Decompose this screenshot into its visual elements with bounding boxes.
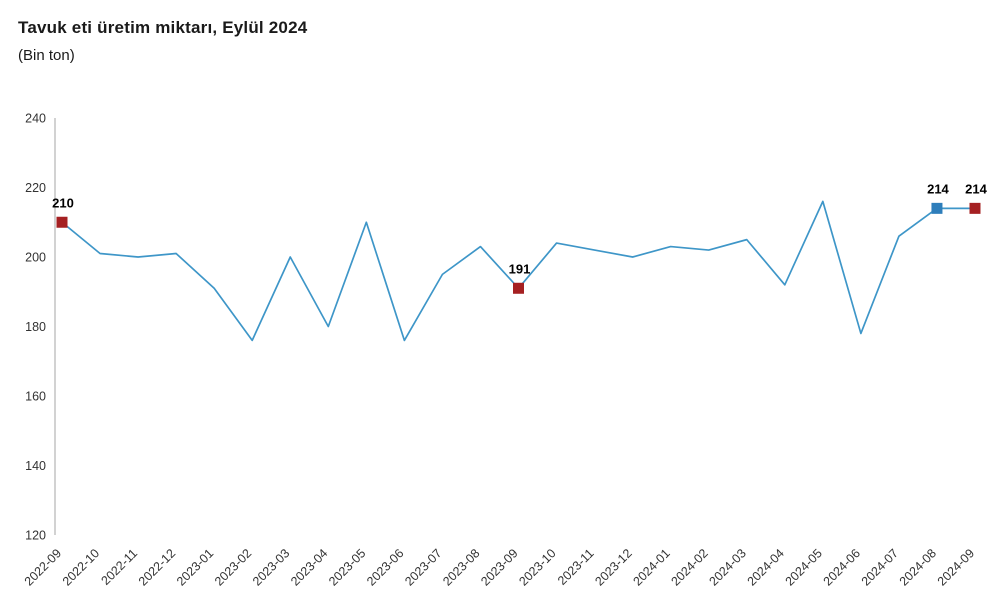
chart-header: Tavuk eti üretim miktarı, Eylül 2024 (Bi… <box>0 0 1004 90</box>
x-tick-label: 2023-10 <box>516 546 558 588</box>
marker-label: 191 <box>509 261 531 276</box>
marker <box>56 216 68 228</box>
marker <box>969 202 981 214</box>
x-tick-label: 2022-09 <box>22 546 64 588</box>
marker-label: 210 <box>52 195 74 210</box>
x-tick-label: 2024-02 <box>668 546 710 588</box>
x-tick-label: 2023-11 <box>555 546 597 588</box>
x-tick-label: 2024-04 <box>745 546 787 588</box>
x-tick-label: 2024-07 <box>859 546 901 588</box>
marker-label: 214 <box>927 181 949 196</box>
y-tick-label: 200 <box>25 251 46 265</box>
x-tick-label: 2023-04 <box>288 546 330 588</box>
y-tick-label: 240 <box>25 112 46 126</box>
x-tick-label: 2024-06 <box>821 546 863 588</box>
y-tick-label: 160 <box>25 390 46 404</box>
x-tick-label: 2023-06 <box>364 546 406 588</box>
x-tick-label: 2023-09 <box>478 546 520 588</box>
x-tick-label: 2023-07 <box>402 546 444 588</box>
y-tick-label: 120 <box>25 529 46 543</box>
x-tick-label: 2023-03 <box>250 546 292 588</box>
x-tick-label: 2023-12 <box>592 546 634 588</box>
y-tick-label: 220 <box>25 181 46 195</box>
chart-subtitle: (Bin ton) <box>18 47 75 64</box>
marker-label: 214 <box>965 181 987 196</box>
x-tick-label: 2023-05 <box>326 546 368 588</box>
line-chart: 1201401601802002202402022-092022-102022-… <box>22 112 988 589</box>
x-tick-label: 2024-08 <box>897 546 939 588</box>
y-tick-label: 140 <box>25 459 46 473</box>
x-tick-label: 2024-09 <box>935 546 977 588</box>
x-tick-label: 2022-12 <box>136 546 178 588</box>
chart-title: Tavuk eti üretim miktarı, Eylül 2024 <box>18 18 308 37</box>
x-tick-label: 2023-02 <box>212 546 254 588</box>
x-tick-label: 2022-11 <box>99 546 141 588</box>
x-tick-label: 2022-10 <box>60 546 102 588</box>
x-tick-label: 2024-01 <box>630 546 672 588</box>
x-tick-label: 2024-05 <box>783 546 825 588</box>
x-tick-label: 2024-03 <box>707 546 749 588</box>
x-tick-label: 2023-08 <box>440 546 482 588</box>
x-tick-label: 2023-01 <box>174 546 216 588</box>
y-tick-label: 180 <box>25 320 46 334</box>
marker <box>931 202 943 214</box>
marker <box>513 282 524 294</box>
